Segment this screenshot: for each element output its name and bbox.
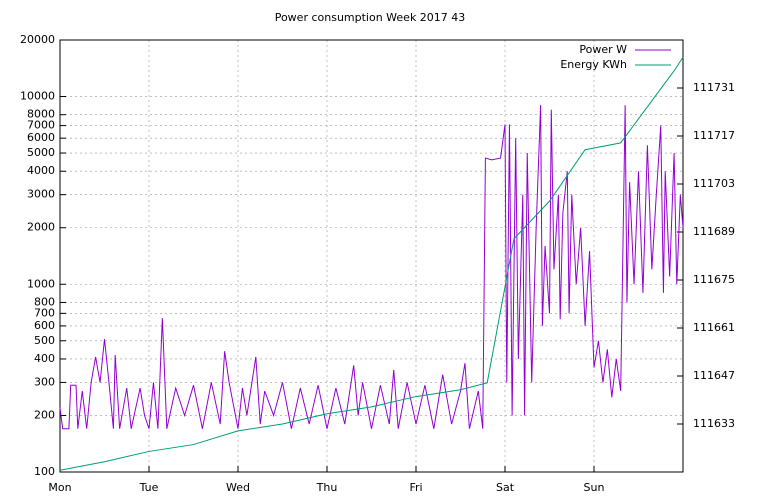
x-tick-label: Fri (409, 481, 422, 494)
y2-tick-label: 111689 (693, 225, 735, 238)
y-tick-label: 1000 (27, 277, 55, 290)
chart-title: Power consumption Week 2017 43 (275, 11, 466, 24)
y-tick-label: 10000 (20, 90, 55, 103)
y-tick-label: 800 (34, 295, 55, 308)
y2-tick-label: 111675 (693, 273, 735, 286)
y-tick-label: 200 (34, 408, 55, 421)
x-tick-label: Tue (139, 481, 159, 494)
legend-label: Power W (579, 43, 627, 56)
series-line (59, 56, 684, 471)
y-tick-label: 5000 (27, 146, 55, 159)
y-tick-label: 8000 (27, 108, 55, 121)
y-tick-label: 400 (34, 352, 55, 365)
y-tick-label: 100 (34, 465, 55, 478)
x-tick-label: Sun (584, 481, 605, 494)
y-tick-label: 4000 (27, 164, 55, 177)
y-tick-label: 300 (34, 375, 55, 388)
y2-tick-label: 111703 (693, 177, 735, 190)
y-tick-label: 20000 (20, 33, 55, 46)
y2-tick-label: 111731 (693, 81, 735, 94)
y-tick-label: 2000 (27, 221, 55, 234)
y2-tick-label: 111633 (693, 417, 735, 430)
x-tick-label: Mon (48, 481, 71, 494)
y-tick-label: 500 (34, 334, 55, 347)
legend-label: Energy KWh (560, 58, 627, 71)
y2-tick-label: 111647 (693, 369, 735, 382)
y-tick-label: 7000 (27, 119, 55, 132)
x-tick-label: Thu (316, 481, 338, 494)
y-tick-label: 600 (34, 319, 55, 332)
y-tick-label: 700 (34, 306, 55, 319)
x-tick-label: Sat (496, 481, 515, 494)
y2-tick-label: 111717 (693, 129, 735, 142)
y-tick-label: 6000 (27, 131, 55, 144)
y-tick-label: 3000 (27, 188, 55, 201)
x-tick-label: Wed (226, 481, 250, 494)
plot-frame (59, 39, 684, 473)
y2-tick-label: 111661 (693, 321, 735, 334)
series-line (59, 105, 684, 430)
